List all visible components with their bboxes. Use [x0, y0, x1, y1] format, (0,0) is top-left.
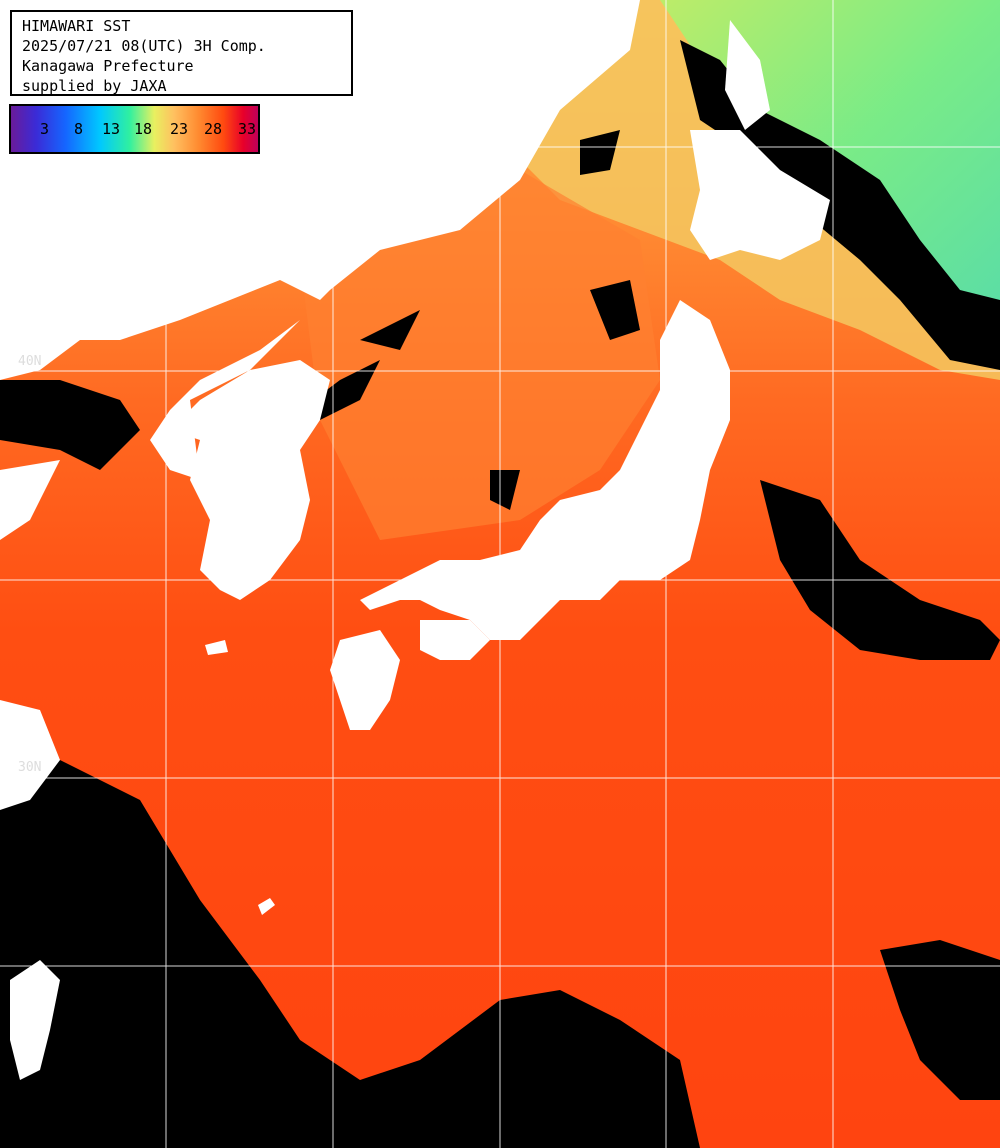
legend-tick: 33	[238, 120, 257, 138]
land-kyushu	[330, 630, 400, 730]
color-legend: 3 8 13 18 23 28 33	[9, 104, 260, 154]
legend-tick: 8	[74, 120, 84, 138]
map-title: HIMAWARI SST	[22, 17, 131, 35]
land-island-2	[258, 898, 275, 915]
land-hokkaido	[690, 130, 830, 260]
land-china-coast	[0, 460, 60, 540]
missing-japan-sea-2	[490, 470, 520, 510]
missing-north-1	[680, 40, 1000, 370]
japan-sea-mid	[300, 170, 660, 540]
land-island-1	[205, 640, 228, 655]
land-china-south	[0, 700, 60, 810]
land-honshu	[360, 300, 730, 640]
land-taiwan	[10, 960, 60, 1080]
missing-north-sakhalin	[580, 130, 620, 175]
land-korea	[170, 360, 330, 600]
missing-east-band	[760, 480, 1000, 660]
land-sakhalin	[725, 20, 770, 130]
land-shikoku	[420, 620, 490, 660]
legend-tick: 23	[170, 120, 189, 138]
legend-tick: 18	[134, 120, 153, 138]
missing-japan-sea-1	[360, 310, 420, 350]
lat-label-40n: 40N	[18, 354, 42, 369]
title-box: HIMAWARI SST 2025/07/21 08(UTC) 3H Comp.…	[10, 10, 353, 96]
missing-southeast	[880, 940, 1000, 1100]
lat-label-30n: 30N	[18, 760, 42, 775]
missing-west	[0, 380, 140, 470]
map-datetime: 2025/07/21 08(UTC) 3H Comp.	[22, 37, 266, 55]
map-region: Kanagawa Prefecture	[22, 57, 194, 75]
map-supplier: supplied by JAXA	[22, 77, 167, 95]
legend-tick: 28	[204, 120, 223, 138]
missing-japan-sea-3	[590, 280, 640, 340]
missing-southwest	[0, 760, 700, 1148]
legend-tick: 3	[40, 120, 50, 138]
legend-tick: 13	[102, 120, 121, 138]
